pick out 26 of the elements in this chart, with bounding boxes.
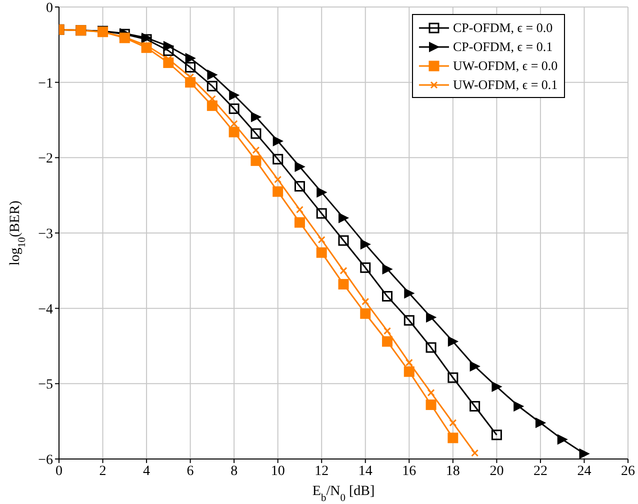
x-tick-label: 26 [621, 464, 635, 479]
y-tick-label: −3 [38, 226, 53, 242]
x-tick-label: 12 [314, 464, 329, 479]
x-tick-label: 24 [577, 464, 592, 479]
y-tick-label: −2 [38, 152, 53, 167]
y-tick-label: −4 [38, 302, 53, 318]
x-tick-label: 10 [270, 464, 285, 479]
y-tick-label: 0 [46, 0, 53, 16]
x-tick-label: 6 [186, 464, 194, 479]
x-axis-title: E$_{b}$/N$_{0}$ [dB] [312, 484, 375, 504]
y-tick-label: −6 [38, 452, 53, 468]
legend-label: CP-OFDM, ϵ = 0.1 [453, 38, 553, 54]
x-tick-label: 14 [358, 464, 372, 479]
x-tick-label: 8 [230, 464, 238, 479]
x-tick-label: 22 [533, 464, 548, 479]
legend-label: CP-OFDM, ϵ = 0.0 [453, 20, 553, 36]
x-tick-label: 16 [402, 464, 416, 479]
x-tick-label: 18 [446, 464, 460, 479]
legend-label: UW-OFDM, ϵ = 0.0 [453, 58, 558, 74]
x-tick-label: 0 [56, 464, 62, 479]
legend-label: UW-OFDM, ϵ = 0.1 [453, 76, 558, 92]
x-tick-label: 20 [490, 464, 504, 479]
x-tick-label: 4 [143, 464, 150, 479]
x-tick-label: 2 [99, 464, 106, 479]
y-tick-label: −5 [38, 378, 53, 393]
y-tick-label: −1 [38, 76, 53, 92]
